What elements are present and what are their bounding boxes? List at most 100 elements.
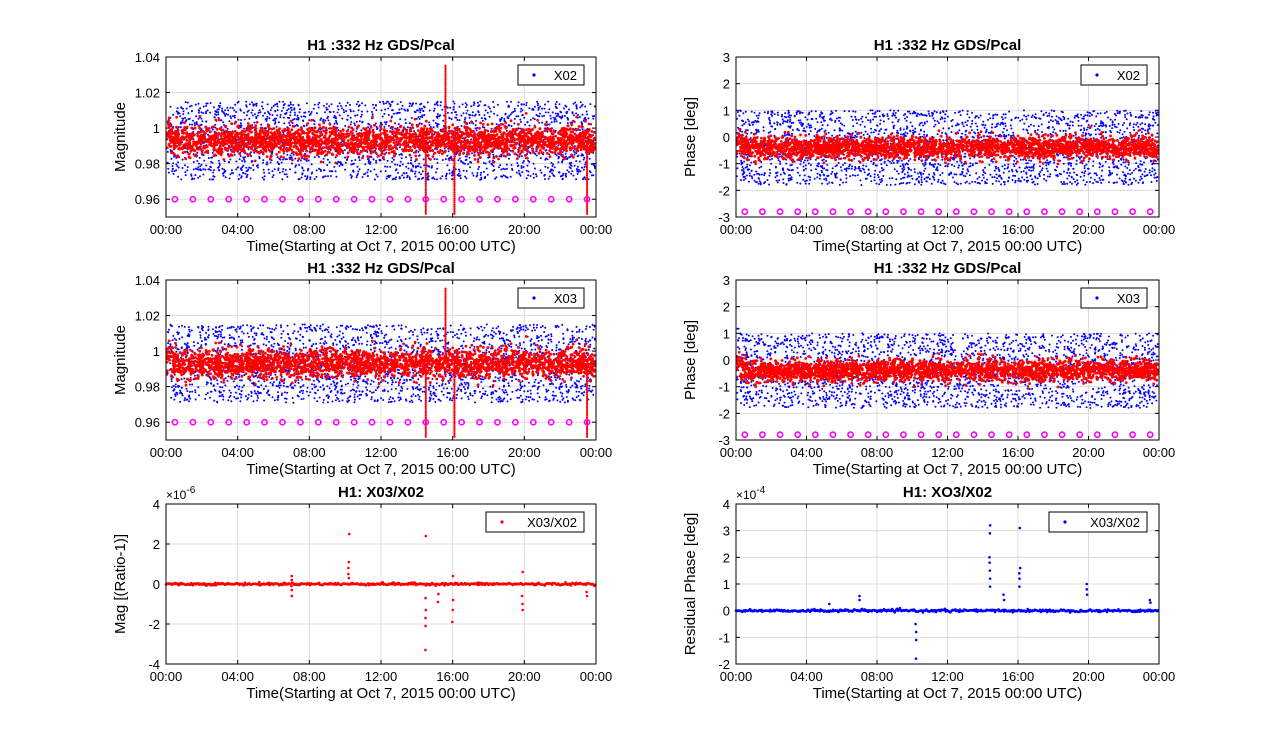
data-point (421, 116, 423, 118)
data-point (268, 117, 270, 119)
data-point (217, 113, 219, 115)
data-point (229, 177, 231, 179)
data-point (344, 157, 346, 159)
data-point (499, 120, 501, 122)
data-point (536, 175, 538, 177)
data-point (476, 176, 478, 178)
data-point (214, 113, 216, 115)
data-point (476, 172, 478, 174)
data-point (328, 119, 330, 121)
data-point (360, 116, 362, 118)
data-point (276, 126, 278, 128)
data-point (480, 178, 482, 180)
data-point (268, 172, 270, 174)
data-point (246, 114, 248, 116)
data-point (254, 113, 256, 115)
data-point (205, 103, 207, 105)
data-point (403, 172, 405, 174)
data-point (520, 128, 522, 130)
data-point (397, 172, 399, 174)
data-point (323, 161, 325, 163)
data-point (268, 112, 270, 114)
data-point (266, 116, 268, 118)
data-point (405, 122, 407, 124)
data-point (573, 114, 575, 116)
data-point (351, 160, 353, 162)
data-point (589, 103, 591, 105)
data-point (506, 168, 508, 170)
data-point (534, 106, 536, 108)
data-point (533, 177, 535, 179)
data-point (403, 177, 405, 179)
data-point (427, 101, 429, 103)
data-point (405, 166, 407, 168)
x-tick-label: 16:00 (436, 222, 469, 237)
data-point (182, 159, 184, 161)
data-point (358, 109, 360, 111)
data-point (414, 111, 416, 113)
data-point (271, 170, 273, 172)
data-point (212, 152, 214, 154)
data-point (224, 115, 226, 117)
data-point (455, 111, 457, 113)
data-point (491, 128, 493, 130)
data-point (380, 122, 382, 124)
data-point (398, 109, 400, 111)
data-point (508, 124, 510, 126)
data-point (530, 175, 532, 177)
data-point (432, 177, 434, 179)
data-point (261, 105, 263, 107)
data-point (515, 115, 517, 117)
data-point (549, 123, 551, 125)
data-point (375, 105, 377, 107)
data-point (229, 115, 231, 117)
data-point (548, 108, 550, 110)
data-point (213, 116, 215, 118)
data-point (309, 178, 311, 180)
data-point (346, 158, 348, 160)
data-point (436, 116, 438, 118)
data-point (318, 107, 320, 109)
data-point (273, 174, 275, 176)
data-point (417, 110, 419, 112)
data-point (547, 158, 549, 160)
data-point (245, 101, 247, 103)
data-point (361, 122, 363, 124)
data-point (375, 160, 377, 162)
data-point (170, 106, 172, 108)
data-point (197, 166, 199, 168)
data-point (234, 154, 236, 156)
data-point (480, 177, 482, 179)
data-point (258, 112, 260, 114)
data-point (302, 120, 304, 122)
data-point (237, 102, 239, 104)
data-point (580, 101, 582, 103)
data-point (231, 169, 233, 171)
data-point (591, 163, 593, 165)
data-point (458, 169, 460, 171)
data-point (262, 115, 264, 117)
data-point (295, 164, 297, 166)
data-point (451, 118, 453, 120)
data-point (383, 126, 385, 128)
data-point (526, 177, 528, 179)
data-point (429, 110, 431, 112)
data-point (210, 102, 212, 104)
data-point (280, 114, 282, 116)
data-point (384, 166, 386, 168)
data-point (586, 111, 588, 113)
data-point (333, 111, 335, 113)
data-point (476, 129, 478, 131)
data-point (368, 161, 370, 163)
data-point (187, 166, 189, 168)
data-point (240, 119, 242, 121)
data-point (300, 160, 302, 162)
data-point (459, 158, 461, 160)
data-point (488, 106, 490, 108)
data-point (469, 161, 471, 163)
data-point (441, 175, 443, 177)
data-point (383, 103, 385, 105)
data-point (559, 103, 561, 105)
data-point (281, 110, 283, 112)
data-point (345, 105, 347, 107)
